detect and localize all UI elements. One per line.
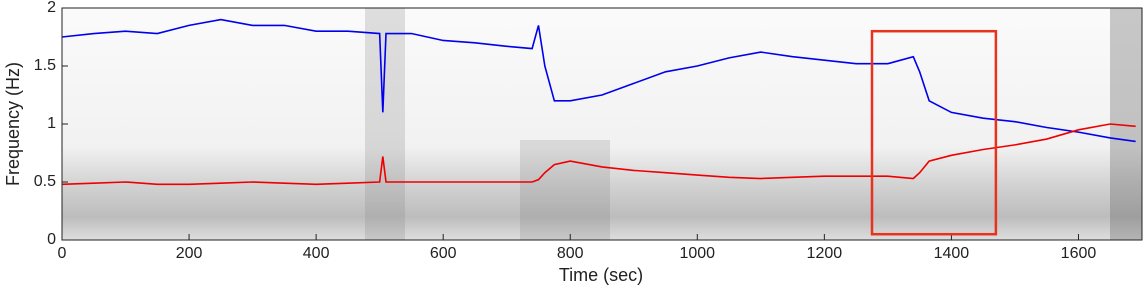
y-tick-label: 0 — [47, 231, 56, 248]
plot-frame — [61, 7, 1143, 241]
x-tick-label: 800 — [557, 245, 584, 262]
x-tick-label: 200 — [176, 245, 203, 262]
x-tick-label: 1400 — [934, 245, 970, 262]
spectrogram-background — [62, 8, 1142, 240]
y-tick-label: 1 — [47, 115, 56, 132]
y-tick-label: 1.5 — [34, 57, 56, 74]
series-line — [61, 18, 1136, 143]
highlight-box — [870, 29, 998, 236]
x-tick-label: 1000 — [679, 245, 715, 262]
y-tick-label: 2 — [47, 0, 56, 16]
y-tick-label: 0.5 — [34, 173, 56, 190]
series-line — [61, 123, 1136, 186]
x-tick-label: 600 — [430, 245, 457, 262]
x-tick-label: 0 — [58, 245, 67, 262]
x-tick-label: 1600 — [1061, 245, 1097, 262]
x-tick-label: 400 — [303, 245, 330, 262]
x-axis-title: Time (sec) — [559, 265, 643, 285]
x-tick-label: 1200 — [807, 245, 843, 262]
y-axis-title: Frequency (Hz) — [3, 62, 23, 186]
